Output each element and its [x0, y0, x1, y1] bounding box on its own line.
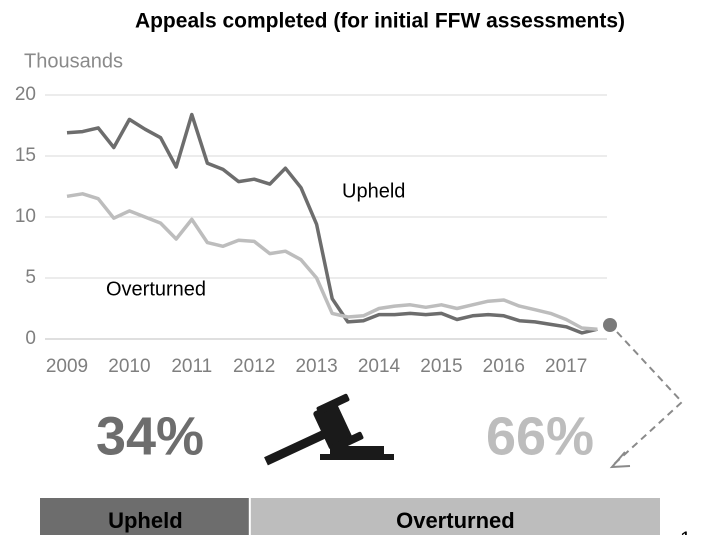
percent-label: 66%	[486, 406, 594, 466]
segment-label: Overturned	[396, 508, 515, 533]
series-line	[66, 112, 598, 335]
x-tick-label: 2017	[545, 356, 587, 377]
bar-segment	[250, 498, 661, 535]
y-axis-label: Thousands	[24, 50, 123, 72]
y-tick-label: 10	[15, 206, 36, 227]
x-tick-label: 2009	[46, 356, 88, 377]
y-tick-label: 0	[25, 328, 36, 349]
segment-label: Upheld	[108, 508, 183, 533]
arrow-head	[609, 451, 631, 469]
series-label: Upheld	[342, 180, 405, 202]
chart-title: Appeals completed (for initial FFW asses…	[135, 10, 625, 33]
x-tick-label: 2011	[171, 356, 212, 377]
series-line	[66, 192, 598, 331]
x-tick-label: 2012	[233, 356, 275, 377]
gavel-icon	[264, 393, 394, 466]
y-tick-label: 20	[15, 84, 36, 105]
end-marker	[603, 318, 617, 332]
bar-segment	[40, 498, 249, 535]
y-tick-label: 5	[25, 267, 36, 288]
x-tick-label: 2015	[420, 356, 462, 377]
page-number: 1	[680, 528, 691, 535]
series-label: Overturned	[106, 278, 206, 300]
x-tick-label: 2013	[295, 356, 337, 377]
arrow	[611, 331, 684, 467]
x-tick-label: 2010	[108, 356, 150, 377]
x-tick-label: 2014	[358, 356, 401, 377]
y-tick-label: 15	[15, 145, 36, 166]
x-tick-label: 2016	[483, 356, 525, 377]
percent-label: 34%	[96, 406, 204, 466]
